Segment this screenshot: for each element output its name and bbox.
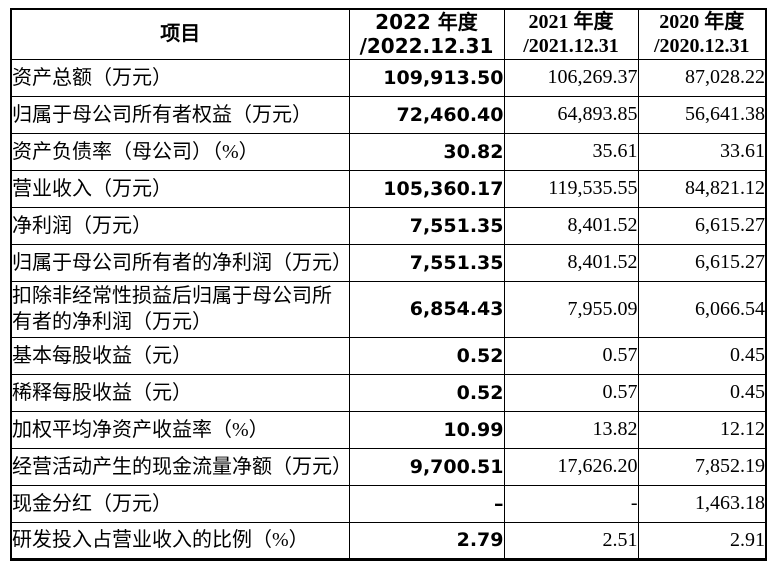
value-2020: 84,821.12 [637,169,767,208]
header-year-2021-line2: /2021.12.31 [523,35,619,58]
value-2021: 0.57 [503,336,639,375]
row-label: 资产负债率（母公司）（%） [10,132,350,171]
header-year-2020-line1: 2020 年度 [659,11,745,34]
table-row: 扣除非经常性损益后归属于母公司所有者的净利润（万元） 6,854.43 7,95… [10,280,767,338]
value-2020: 0.45 [637,373,767,412]
table-row: 资产负债率（母公司）（%） 30.82 35.61 33.61 [10,132,767,171]
value-2020: 6,615.27 [637,243,767,282]
value-2021: 8,401.52 [503,206,639,245]
value-2022: 9,700.51 [348,447,505,486]
value-2020: 6,615.27 [637,206,767,245]
value-2022: 10.99 [348,410,505,449]
row-label: 扣除非经常性损益后归属于母公司所有者的净利润（万元） [10,280,350,338]
row-label: 加权平均净资产收益率（%） [10,410,350,449]
row-label: 资产总额（万元） [10,58,350,97]
row-label: 净利润（万元） [10,206,350,245]
value-2022: 72,460.40 [348,95,505,134]
row-label: 归属于母公司所有者权益（万元） [10,95,350,134]
value-2020: 12.12 [637,410,767,449]
value-2021: 13.82 [503,410,639,449]
value-2022: 0.52 [348,373,505,412]
table-row: 归属于母公司所有者权益（万元） 72,460.40 64,893.85 56,6… [10,95,767,134]
value-2020: 1,463.18 [637,484,767,523]
table-row: 加权平均净资产收益率（%） 10.99 13.82 12.12 [10,410,767,449]
header-year-2020-line2: /2020.12.31 [653,35,750,58]
value-2020: 0.45 [637,336,767,375]
value-2022: 109,913.50 [348,58,505,97]
header-year-2022: 2022 年度 /2022.12.31 [348,8,505,60]
header-year-2021-line1: 2021 年度 [528,11,614,34]
value-2022: 30.82 [348,132,505,171]
table-row: 营业收入（万元） 105,360.17 119,535.55 84,821.12 [10,169,767,208]
row-label: 归属于母公司所有者的净利润（万元） [10,243,350,282]
value-2021: 17,626.20 [503,447,639,486]
value-2021: 35.61 [503,132,639,171]
value-2020: 6,066.54 [637,280,767,338]
value-2021: 2.51 [503,521,639,560]
header-year-2021: 2021 年度 /2021.12.31 [503,8,639,60]
value-2021: 119,535.55 [503,169,639,208]
row-label: 稀释每股收益（元） [10,373,350,412]
value-2021: 8,401.52 [503,243,639,282]
header-year-2022-line1: 2022 年度 [375,10,478,35]
value-2022: 0.52 [348,336,505,375]
value-2022: 105,360.17 [348,169,505,208]
table-row: 现金分红（万元） – - 1,463.18 [10,484,767,523]
row-label: 营业收入（万元） [10,169,350,208]
table-row: 稀释每股收益（元） 0.52 0.57 0.45 [10,373,767,412]
row-label: 经营活动产生的现金流量净额（万元） [10,447,350,486]
header-year-2022-line2: /2022.12.31 [359,34,494,59]
value-2022: 6,854.43 [348,280,505,338]
table-row: 研发投入占营业收入的比例（%） 2.79 2.51 2.91 [10,521,767,560]
row-label: 研发投入占营业收入的比例（%） [10,521,350,560]
row-label: 现金分红（万元） [10,484,350,523]
value-2021: 64,893.85 [503,95,639,134]
value-2021: 106,269.37 [503,58,639,97]
value-2020: 7,852.19 [637,447,767,486]
table-row: 净利润（万元） 7,551.35 8,401.52 6,615.27 [10,206,767,245]
header-year-2020: 2020 年度 /2020.12.31 [637,8,767,60]
value-2020: 56,641.38 [637,95,767,134]
table-row: 资产总额（万元） 109,913.50 106,269.37 87,028.22 [10,58,767,97]
table-row: 基本每股收益（元） 0.52 0.57 0.45 [10,336,767,375]
table-header-row: 项目 2022 年度 /2022.12.31 2021 年度 /2021.12.… [10,8,767,60]
value-2020: 2.91 [637,521,767,560]
value-2022: 2.79 [348,521,505,560]
value-2021: 7,955.09 [503,280,639,338]
value-2021: 0.57 [503,373,639,412]
value-2022: 7,551.35 [348,206,505,245]
table-row: 经营活动产生的现金流量净额（万元） 9,700.51 17,626.20 7,8… [10,447,767,486]
value-2021: - [503,484,639,523]
financial-summary-table: 项目 2022 年度 /2022.12.31 2021 年度 /2021.12.… [10,8,767,561]
table-row: 归属于母公司所有者的净利润（万元） 7,551.35 8,401.52 6,61… [10,243,767,282]
value-2020: 33.61 [637,132,767,171]
row-label: 基本每股收益（元） [10,336,350,375]
header-item-column: 项目 [10,8,350,60]
value-2022: – [348,484,505,523]
value-2020: 87,028.22 [637,58,767,97]
value-2022: 7,551.35 [348,243,505,282]
